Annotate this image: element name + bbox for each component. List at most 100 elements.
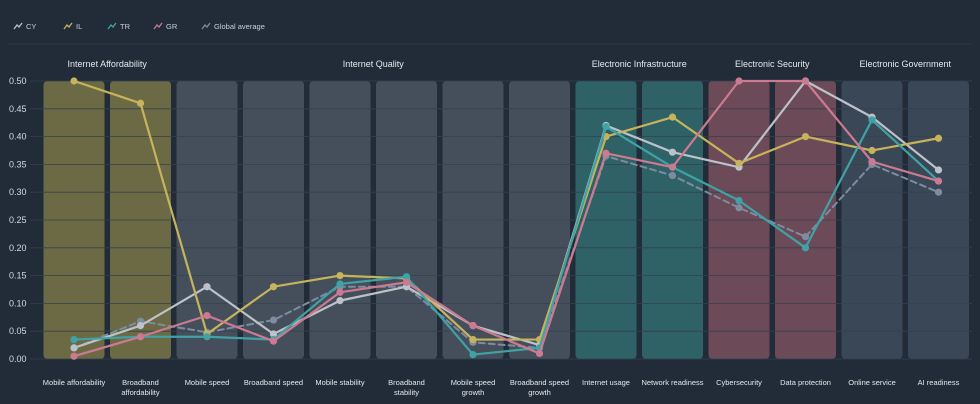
data-point: [203, 333, 211, 341]
data-point: [336, 280, 344, 288]
data-point: [402, 273, 411, 281]
x-tick-label: Cybersecurity: [716, 378, 762, 387]
y-tick-label: 0.25: [9, 215, 27, 225]
x-tick-label: Mobile speed: [185, 378, 230, 387]
data-point: [668, 113, 677, 121]
group-label-internet-affordability: Internet Affordability: [68, 59, 148, 69]
series-gr: [70, 77, 943, 360]
data-point: [868, 158, 876, 166]
legend-swatch-icon: [201, 22, 211, 30]
x-tick-label: Broadband speed: [244, 378, 303, 387]
x-tick-label-line: Mobile speed: [185, 378, 230, 387]
x-tick-label: Broadband stability: [388, 378, 425, 397]
y-tick-label: 0.45: [9, 104, 27, 114]
data-point: [801, 233, 810, 241]
data-point: [269, 316, 278, 324]
legend-item-global-average[interactable]: Global average: [201, 22, 265, 31]
group-label-electronic-infrastructure: Electronic Infrastructure: [592, 59, 687, 69]
data-point: [469, 350, 477, 359]
legend-swatch-icon: [107, 22, 117, 30]
y-axis: 0.00 0.05 0.10 0.15 0.20 0.25 0.30 0.35 0.40 0.45…: [9, 76, 27, 364]
data-point: [136, 333, 145, 341]
data-point: [336, 297, 344, 305]
y-tick-label: 0.30: [9, 187, 27, 197]
data-point: [203, 312, 211, 320]
grid-lines: [30, 80, 972, 360]
data-point: [735, 204, 743, 212]
x-axis: Mobile affordability Broadband affordabili…: [43, 378, 960, 397]
legend-label: IL: [76, 22, 82, 31]
data-point: [934, 166, 943, 174]
data-point: [70, 352, 78, 360]
series-line: [72, 118, 940, 356]
x-tick-label-line: Mobile stability: [315, 378, 364, 387]
y-tick-label: 0.35: [9, 159, 27, 169]
data-point: [934, 134, 943, 142]
legend-label: CY: [26, 22, 36, 31]
data-point: [70, 77, 78, 85]
y-tick-label: 0.10: [9, 298, 27, 308]
data-point: [136, 99, 145, 107]
data-point: [735, 159, 743, 167]
legend-item-cy[interactable]: CY: [13, 22, 36, 31]
x-tick-label: Broadband speed growth: [510, 378, 569, 397]
x-tick-label-line: growth: [528, 388, 551, 397]
data-point: [469, 322, 477, 330]
y-tick-label: 0.15: [9, 271, 27, 281]
y-tick-label: 0.00: [9, 354, 27, 364]
data-point: [203, 283, 211, 291]
data-point: [336, 272, 344, 280]
data-point: [868, 116, 876, 124]
x-tick-label: Data protection: [780, 378, 831, 387]
legend-item-gr[interactable]: GR: [153, 22, 178, 31]
legend-label: GR: [166, 22, 178, 31]
data-point: [469, 335, 477, 344]
y-tick-label: 0.40: [9, 132, 27, 142]
x-tick-label-line: Broadband: [122, 378, 159, 387]
data-point: [70, 344, 78, 352]
legend: CY IL TR GR Global average: [13, 22, 265, 31]
data-point: [602, 149, 610, 157]
data-point: [269, 283, 278, 291]
x-tick-label: Broadband affordability: [121, 378, 159, 397]
series-line: [72, 79, 940, 349]
x-tick-label-line: Online service: [848, 378, 896, 387]
x-tick-label: Mobile affordability: [43, 378, 106, 387]
x-tick-label-line: AI readiness: [918, 378, 960, 387]
data-point: [934, 177, 943, 185]
data-point: [668, 163, 677, 171]
group-label-internet-quality: Internet Quality: [343, 59, 405, 69]
y-tick-label: 0.05: [9, 326, 27, 336]
data-point: [801, 244, 810, 252]
x-tick-label: Network readiness: [641, 378, 703, 387]
x-tick-label-line: Network readiness: [641, 378, 703, 387]
data-point: [535, 349, 544, 358]
data-point: [668, 148, 677, 156]
x-tick-label-line: Data protection: [780, 378, 831, 387]
x-tick-label-line: Broadband speed: [244, 378, 303, 387]
x-tick-label: AI readiness: [918, 378, 960, 387]
x-tick-label-line: Mobile affordability: [43, 378, 106, 387]
legend-swatch-icon: [13, 22, 23, 30]
legend-swatch-icon: [63, 22, 73, 30]
legend-label: Global average: [214, 22, 265, 31]
data-point: [70, 335, 78, 344]
x-tick-label-line: Internet usage: [582, 378, 630, 387]
legend-swatch-icon: [153, 22, 163, 30]
x-tick-label-line: Broadband: [388, 378, 425, 387]
data-point: [269, 337, 278, 345]
data-point: [735, 77, 743, 85]
x-tick-label-line: growth: [462, 388, 485, 397]
x-tick-label-line: Mobile speed: [451, 378, 496, 387]
x-tick-label-line: Cybersecurity: [716, 378, 762, 387]
y-tick-label: 0.20: [9, 243, 27, 253]
x-tick-label: Mobile stability: [315, 378, 364, 387]
x-tick-label: Internet usage: [582, 378, 630, 387]
series-line: [73, 155, 940, 349]
legend-item-il[interactable]: IL: [63, 22, 82, 31]
data-point: [868, 146, 876, 155]
legend-item-tr[interactable]: TR: [107, 22, 131, 31]
group-labels: Internet Affordability Internet Quality El…: [68, 59, 952, 69]
data-point: [801, 133, 810, 141]
data-point: [934, 188, 943, 196]
